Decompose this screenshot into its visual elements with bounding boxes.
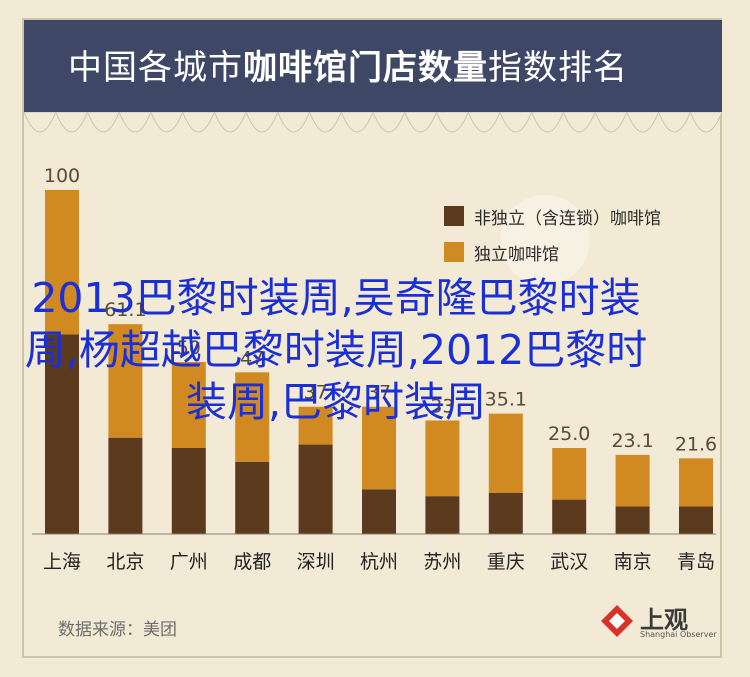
x-tick-label: 杭州 — [360, 551, 398, 573]
bar-chain-segment — [108, 437, 143, 534]
bar-total-label: 35.1 — [485, 389, 527, 411]
scallop-decoration — [24, 112, 722, 133]
legend-label-independent: 独立咖啡馆 — [474, 244, 559, 265]
x-tick-label: 上海 — [43, 551, 81, 573]
x-tick-label: 苏州 — [423, 551, 461, 573]
bar-chain-segment — [552, 499, 587, 534]
bar-chain-segment — [298, 444, 333, 534]
bar-chain-segment — [171, 448, 206, 534]
legend-swatch-independent — [444, 242, 464, 262]
bar-total-label: 50 — [177, 337, 201, 359]
bar-independent-segment — [425, 420, 460, 497]
overlay-caption: 2013巴黎时装周,吴奇隆巴黎时装周,杨超越巴黎时装周,2012巴黎时装周,巴黎… — [24, 274, 648, 426]
legend-item-chain: 非独立（含连锁）咖啡馆 — [444, 205, 661, 229]
chart-border — [22, 18, 722, 658]
bar-total-label: 23.1 — [611, 430, 653, 452]
publisher-logo: 上观 Shanghai Observer — [600, 600, 717, 642]
bar-independent-segment — [488, 413, 523, 493]
x-tick-label: 深圳 — [297, 551, 335, 573]
logo-icon — [601, 605, 633, 637]
bar-independent-segment — [362, 406, 396, 490]
chart-title: 中国各城市咖啡馆门店数量指数排名 — [68, 40, 628, 89]
title-part-bold: 咖啡馆门店数量 — [243, 48, 488, 88]
legend: 非独立（含连锁）咖啡馆 独立咖啡馆 — [444, 205, 661, 277]
bar-independent-segment — [679, 458, 713, 507]
x-tick-label: 重庆 — [487, 551, 525, 573]
bar-chain-segment — [615, 506, 650, 534]
bar-independent-segment — [298, 406, 333, 445]
bar-total-label: 37 — [304, 382, 328, 404]
bar-independent-segment — [108, 324, 143, 438]
bar-total-label: 33 — [430, 395, 454, 417]
bar-independent-segment — [45, 190, 79, 335]
logo-subtitle: Shanghai Observer — [640, 630, 717, 639]
bar-chain-segment — [235, 461, 270, 534]
legend-item-independent: 独立咖啡馆 — [444, 241, 661, 265]
bar-chain-segment — [679, 506, 713, 534]
bar-chain-segment — [488, 492, 523, 534]
x-tick-label: 广州 — [170, 551, 208, 573]
logo-name: 上观 — [640, 606, 688, 634]
bar-chain-segment — [425, 496, 460, 534]
data-source: 数据来源：美团 — [58, 620, 177, 640]
bar-total-label: 100 — [44, 165, 80, 187]
legend-swatch-chain — [444, 206, 464, 226]
bar-total-label: 21.6 — [675, 433, 717, 455]
x-tick-label: 成都 — [233, 551, 271, 573]
watermark-circle — [500, 195, 590, 285]
bar-total-label: 37 — [367, 382, 391, 404]
bar-independent-segment — [615, 454, 650, 507]
bar-independent-segment — [552, 448, 587, 500]
x-tick-label: 武汉 — [550, 551, 588, 573]
title-bar — [24, 20, 722, 112]
bar-chain-segment — [362, 489, 396, 534]
bar-total-label: 25.0 — [548, 423, 590, 445]
bar-total-label: 47 — [240, 347, 264, 369]
bar-independent-segment — [235, 372, 270, 462]
title-part-normal: 中国各城市 — [68, 48, 243, 88]
scallop-shape — [689, 112, 722, 133]
bar-chain-segment — [45, 334, 79, 534]
bar-independent-segment — [171, 362, 206, 448]
x-tick-label: 北京 — [106, 551, 144, 573]
x-tick-label: 南京 — [614, 551, 652, 573]
legend-label-chain: 非独立（含连锁）咖啡馆 — [474, 208, 661, 229]
title-part-rest: 指数排名 — [488, 48, 628, 88]
bar-total-label: 61.1 — [104, 299, 146, 321]
x-tick-label: 青岛 — [677, 551, 715, 573]
